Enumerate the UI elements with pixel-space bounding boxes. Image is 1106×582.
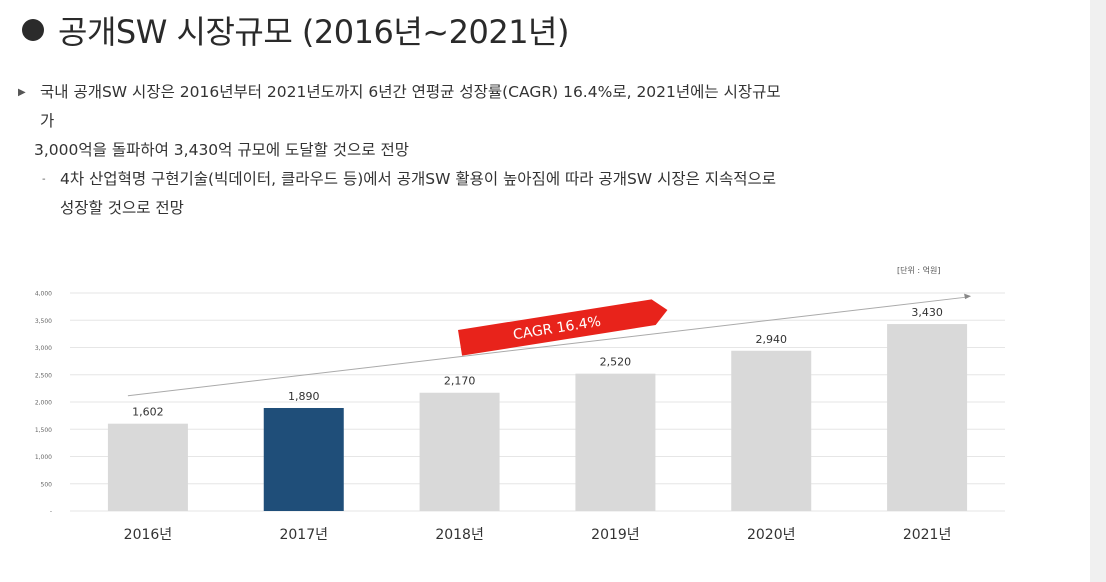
cagr-arrow-icon xyxy=(458,299,668,356)
trend-arrow-icon xyxy=(964,293,972,300)
x-tick-label: 2018년 xyxy=(435,527,484,543)
paragraph-text: 4차 산업혁명 구현기술(빅데이터, 클라우드 등)에서 공개SW 활용이 높아… xyxy=(60,170,777,188)
trend-line xyxy=(127,296,968,397)
y-tick-label: 2,000 xyxy=(35,400,52,407)
data-label: 2,940 xyxy=(756,333,788,346)
y-tick-label: 1,500 xyxy=(35,427,52,434)
data-label: 3,430 xyxy=(911,306,943,319)
y-tick-label: 2,500 xyxy=(35,372,52,379)
bar xyxy=(263,407,344,511)
data-label: 2,520 xyxy=(600,356,632,369)
paragraph-line: 가 xyxy=(18,107,1078,136)
x-tick-label: 2021년 xyxy=(903,527,952,543)
x-tick-label: 2019년 xyxy=(591,527,640,543)
y-tick-label: 500 xyxy=(41,481,53,488)
paragraph-text: 국내 공개SW 시장은 2016년부터 2021년도까지 6년간 연평균 성장률… xyxy=(40,83,781,101)
paragraph-text: 3,000억을 돌파하여 3,430억 규모에 도달할 것으로 전망 xyxy=(34,141,409,159)
paragraph-text: 가 xyxy=(40,112,55,130)
data-label: 1,890 xyxy=(288,390,320,403)
y-tick-label: - xyxy=(50,509,52,516)
paragraph-line: 3,000억을 돌파하여 3,430억 규모에 도달할 것으로 전망 xyxy=(12,136,1078,165)
bar xyxy=(419,392,500,511)
market-size-chart: [단위 : 억원] - 500 1,000 1,500 2,000 2,500 3,000 3… xyxy=(0,255,1090,582)
data-label: 2,170 xyxy=(444,375,476,388)
bar xyxy=(575,373,656,511)
y-tick-label: 3,500 xyxy=(35,318,52,325)
y-tick-label: 1,000 xyxy=(35,454,52,461)
y-tick-label: 3,000 xyxy=(35,345,52,352)
bullet-circle-icon xyxy=(22,19,44,41)
description-text: ▶ 국내 공개SW 시장은 2016년부터 2021년도까지 6년간 연평균 성… xyxy=(18,78,1078,223)
page-title: 공개SW 시장규모 (2016년~2021년) xyxy=(58,13,569,51)
bar xyxy=(731,350,812,511)
triangle-bullet-icon: ▶ xyxy=(18,87,26,98)
x-tick-label: 2020년 xyxy=(747,527,796,543)
data-label: 1,602 xyxy=(132,406,164,419)
x-tick-label: 2017년 xyxy=(279,527,328,543)
sub-bullet-line: - 4차 산업혁명 구현기술(빅데이터, 클라우드 등)에서 공개SW 활용이 … xyxy=(18,165,1078,194)
bar xyxy=(107,423,188,511)
paragraph-text: 성장할 것으로 전망 xyxy=(60,199,184,217)
bar-chart-svg: - 500 1,000 1,500 2,000 2,500 3,000 3,500 4,000 1… xyxy=(35,291,1005,543)
scrollbar-gutter xyxy=(1090,0,1106,582)
section-heading: 공개SW 시장규모 (2016년~2021년) xyxy=(22,8,569,52)
unit-label: [단위 : 억원] xyxy=(897,266,941,275)
bar xyxy=(887,324,968,511)
x-tick-label: 2016년 xyxy=(124,527,173,543)
dash-bullet-icon: - xyxy=(42,174,46,185)
y-tick-label: 4,000 xyxy=(35,291,52,298)
sub-bullet-line: 성장할 것으로 전망 xyxy=(18,194,1078,223)
cagr-annotation: CAGR 16.4% xyxy=(458,299,668,356)
paragraph-line: ▶ 국내 공개SW 시장은 2016년부터 2021년도까지 6년간 연평균 성… xyxy=(18,78,1078,107)
